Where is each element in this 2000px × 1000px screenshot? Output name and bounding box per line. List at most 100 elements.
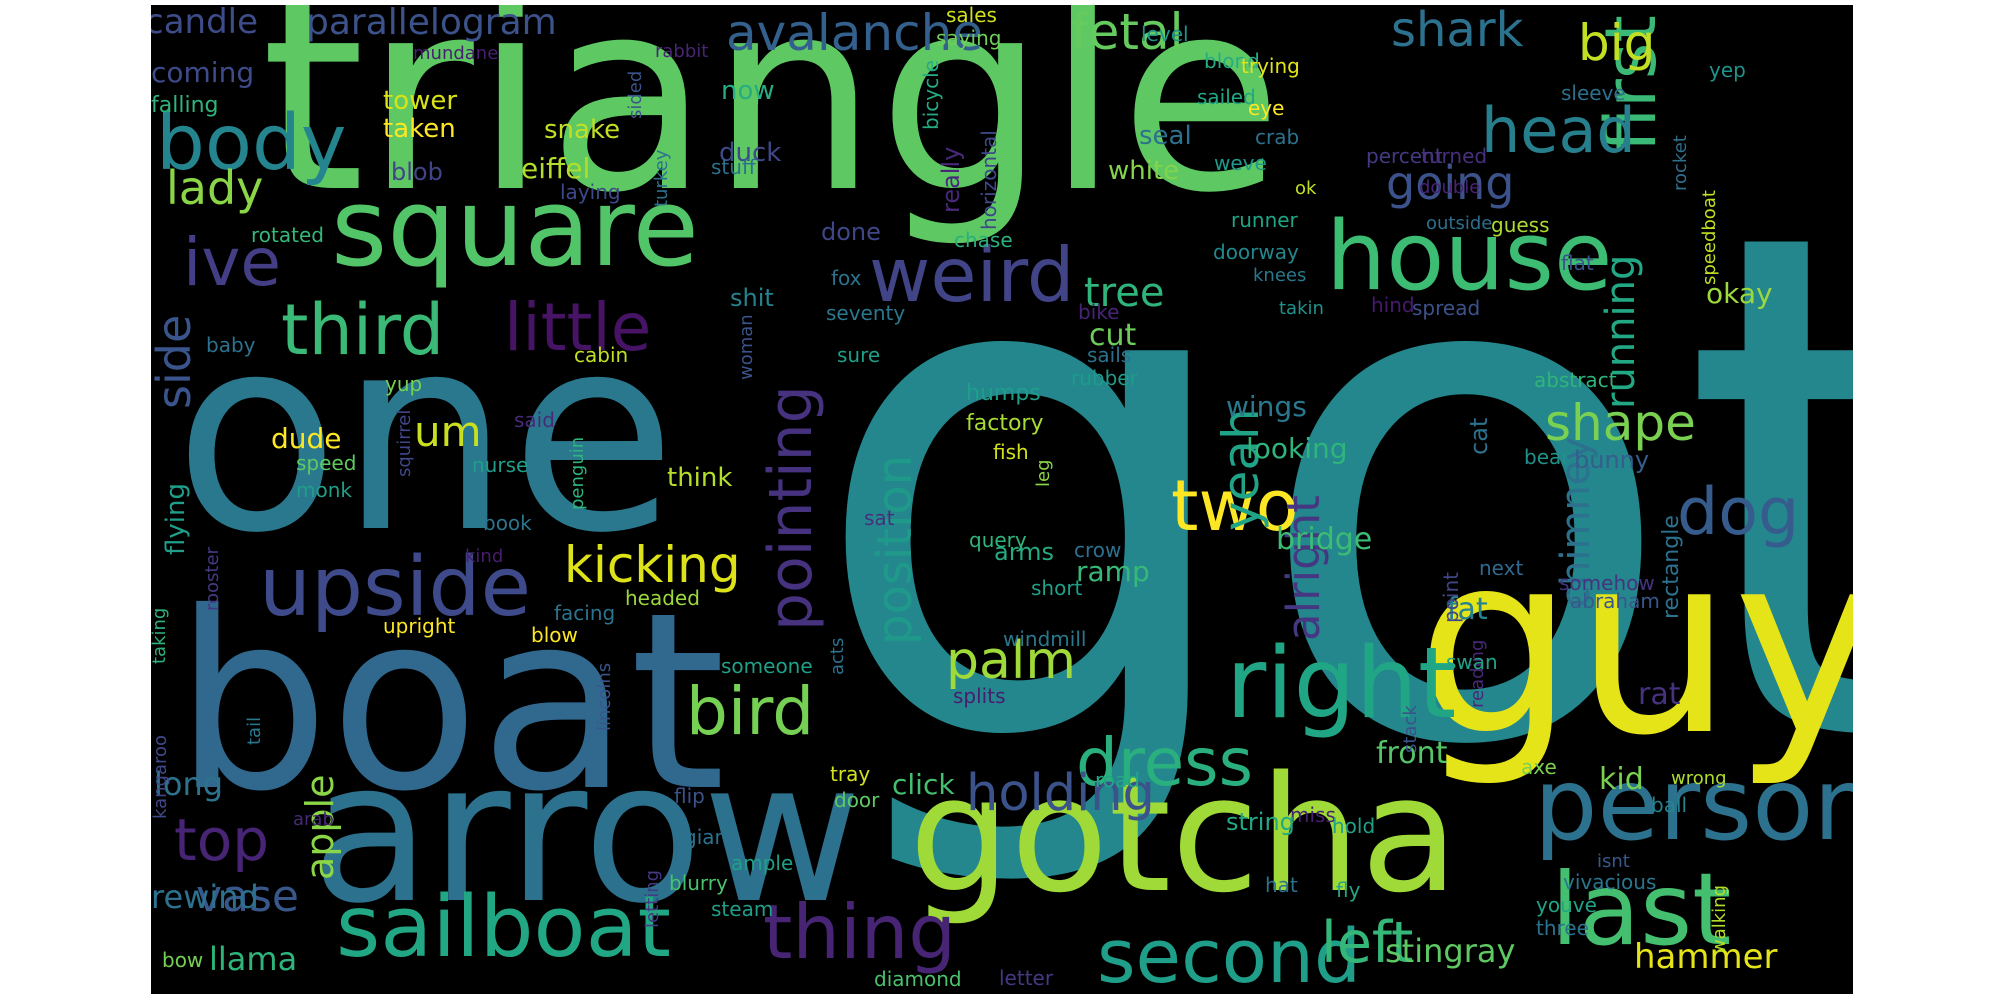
word-squirrel: squirrel	[394, 409, 415, 477]
word-youve: youve	[1536, 893, 1597, 917]
word-hammer: hammer	[1634, 937, 1778, 977]
word-flat: flat	[1561, 251, 1594, 275]
word-alright: alright	[1277, 495, 1330, 641]
word-big: big	[1578, 14, 1656, 72]
word-sat: sat	[864, 506, 895, 530]
word-humps: humps	[966, 381, 1041, 406]
word-hat: hat	[1265, 873, 1298, 897]
word-flying: flying	[161, 483, 191, 555]
word-head: head	[1481, 94, 1636, 167]
word-vivacious: vivacious	[1563, 870, 1657, 894]
word-rabbit: rabbit	[655, 41, 709, 62]
word-seal: seal	[1139, 121, 1192, 151]
word-rectangle: rectangle	[1659, 515, 1684, 619]
word-axe: axe	[1521, 755, 1557, 779]
word-rotated: rotated	[251, 223, 324, 247]
word-bunny: bunny	[1574, 446, 1650, 474]
word-right: right	[1226, 627, 1457, 741]
word-bow: bow	[162, 948, 204, 972]
word-dude: dude	[271, 422, 342, 455]
word-blow: blow	[531, 623, 578, 647]
word-sleeve: sleeve	[1561, 81, 1626, 105]
word-sided: sided	[625, 70, 646, 119]
word-factory: factory	[966, 411, 1044, 436]
word-cloud: got triangle one boat guy arrow gotcha square pe…	[151, 5, 1853, 994]
word-pointing: pointing	[756, 385, 826, 631]
word-crab: crab	[1255, 125, 1300, 149]
word-candle: candle	[151, 5, 259, 42]
word-ramp: ramp	[1076, 555, 1150, 588]
word-rocket: rocket	[1670, 135, 1691, 191]
word-boat: boat	[174, 560, 726, 845]
word-one: one	[174, 277, 677, 592]
word-eye: eye	[1248, 96, 1285, 120]
word-wings: wings	[1226, 390, 1307, 423]
word-baby: baby	[206, 333, 256, 357]
word-dress: dress	[1076, 724, 1253, 801]
word-tower: tower	[383, 86, 458, 116]
word-cabin: cabin	[574, 343, 629, 367]
word-llama: llama	[209, 940, 298, 978]
word-diamond: diamond	[874, 967, 962, 991]
word-kangaroo: kangaroo	[151, 734, 171, 819]
word-looking: looking	[1246, 432, 1348, 465]
word-speedboat: speedboat	[1699, 190, 1720, 285]
word-facing: facing	[554, 601, 616, 625]
word-eiffel: eiffel	[521, 152, 591, 185]
word-door: door	[834, 788, 880, 812]
word-really: really	[937, 146, 965, 213]
word-little: little	[504, 289, 652, 366]
word-road: road	[1095, 768, 1140, 792]
word-wrong: wrong	[1671, 768, 1727, 789]
word-stingray: stingray	[1385, 932, 1516, 970]
word-seventy: seventy	[826, 301, 906, 325]
word-weird: weird	[869, 231, 1075, 319]
word-stack: stack	[1400, 705, 1421, 753]
word-upright: upright	[383, 614, 456, 638]
word-bicycle: bicycle	[919, 60, 943, 130]
word-second: second	[1097, 914, 1361, 994]
word-long: long	[154, 765, 224, 803]
word-arrow: arrow	[311, 719, 862, 946]
word-duck: duck	[719, 138, 782, 168]
word-bird: bird	[686, 673, 815, 750]
word-um: um	[414, 407, 482, 456]
word-fish: fish	[993, 440, 1029, 464]
word-sailboat: sailboat	[336, 878, 671, 977]
word-steam: steam	[711, 897, 774, 921]
word-coming: coming	[151, 56, 255, 89]
word-level: level	[1141, 22, 1189, 46]
word-said: said	[514, 408, 555, 432]
word-top: top	[174, 806, 270, 874]
word-doorway: doorway	[1213, 240, 1299, 264]
word-arab: arab	[293, 809, 334, 830]
word-query: query	[969, 528, 1027, 552]
word-giant: giant	[684, 825, 736, 849]
word-ball: ball	[1651, 793, 1688, 817]
word-arms: arms	[994, 538, 1055, 566]
word-nurse: nurse	[472, 453, 529, 477]
word-kid: kid	[1599, 762, 1644, 797]
word-woman: woman	[736, 314, 757, 380]
word-blurry: blurry	[669, 871, 728, 895]
word-fly: fly	[1336, 878, 1361, 902]
word-headed: headed	[625, 586, 700, 610]
word-cut: cut	[1089, 318, 1137, 353]
word-ive: ive	[183, 224, 282, 301]
word-takin: takin	[1279, 298, 1324, 319]
word-sailed: sailed	[1197, 85, 1256, 109]
word-someone: someone	[721, 654, 813, 678]
word-fox: fox	[831, 266, 862, 290]
word-horizontal: horizontal	[977, 130, 1001, 230]
word-parallelogram: parallelogram	[306, 5, 557, 43]
word-guess: guess	[1491, 213, 1550, 237]
word-percent: percent	[1366, 144, 1443, 168]
word-ok: ok	[1295, 178, 1317, 199]
word-lincolns: lincolns	[594, 662, 615, 731]
word-rooster: rooster	[202, 547, 223, 611]
word-cat: cat	[1465, 417, 1493, 455]
word-blob: blob	[391, 158, 443, 186]
word-shit: shit	[730, 284, 774, 312]
word-last: last	[1551, 851, 1732, 968]
word-leg: leg	[1033, 459, 1054, 487]
